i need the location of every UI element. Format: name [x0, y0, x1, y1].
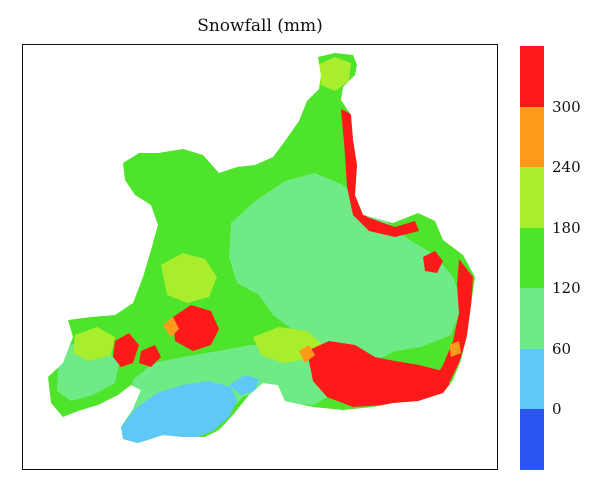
region-over-300-spots-2 [423, 251, 443, 273]
region-over-300-basin-south [307, 341, 451, 407]
colorbar-tick-label: 180 [552, 218, 581, 237]
colorbar-segment [520, 106, 544, 168]
colorbar-segment [520, 409, 544, 471]
colorbar-segment [520, 46, 544, 107]
colorbar-segment [520, 348, 544, 410]
region-over-300-west-edge [113, 333, 139, 367]
region-180-240-west [73, 327, 115, 361]
region-240-300-fringe-2 [299, 345, 315, 363]
colorbar-tick-label: 60 [552, 339, 572, 358]
region-over-300-mountain-west [173, 305, 219, 351]
colorbar-tick-label: 300 [552, 97, 581, 116]
region-0-60-lowland [121, 381, 237, 443]
colorbar-tick-label: 240 [552, 158, 581, 177]
colorbar-tick-label: 120 [552, 279, 581, 298]
colorbar-segment [520, 167, 544, 228]
region-180-240-north [317, 57, 351, 91]
region-240-300-fringe-3 [449, 341, 461, 357]
map-regions [48, 53, 475, 443]
region-180-240-hills-1 [161, 253, 217, 303]
snowfall-map [48, 53, 475, 443]
region-over-300-ridge-east [431, 259, 473, 395]
colorbar [520, 46, 544, 471]
region-240-300-fringe-1 [163, 317, 179, 337]
region-0-60-lowland-east [229, 375, 259, 395]
region-60-120-central [229, 173, 463, 367]
colorbar-tick-label: 0 [552, 400, 562, 419]
colorbar-segment [520, 227, 544, 289]
map-panel [22, 44, 498, 470]
map-title: Snowfall (mm) [197, 16, 323, 36]
colorbar-segment [520, 288, 544, 349]
region-over-300-spots-1 [139, 345, 161, 367]
